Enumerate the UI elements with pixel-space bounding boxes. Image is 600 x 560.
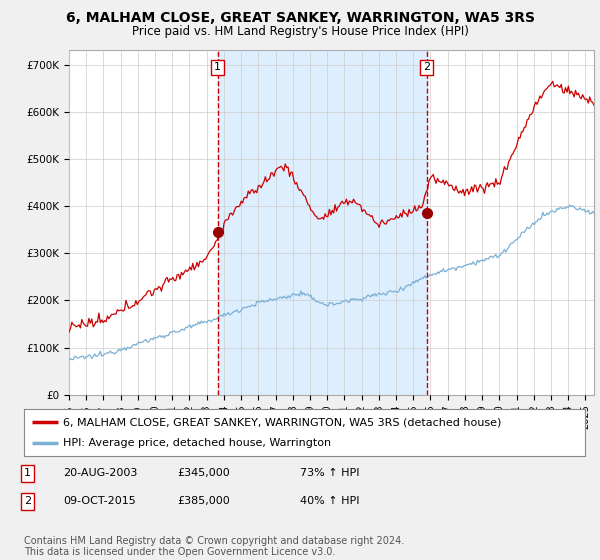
Text: 6, MALHAM CLOSE, GREAT SANKEY, WARRINGTON, WA5 3RS (detached house): 6, MALHAM CLOSE, GREAT SANKEY, WARRINGTO… <box>63 417 502 427</box>
Text: 40% ↑ HPI: 40% ↑ HPI <box>300 496 359 506</box>
Text: 2: 2 <box>24 496 31 506</box>
Text: Contains HM Land Registry data © Crown copyright and database right 2024.
This d: Contains HM Land Registry data © Crown c… <box>24 535 404 557</box>
Text: 6, MALHAM CLOSE, GREAT SANKEY, WARRINGTON, WA5 3RS: 6, MALHAM CLOSE, GREAT SANKEY, WARRINGTO… <box>65 11 535 25</box>
Text: £345,000: £345,000 <box>177 468 230 478</box>
Text: 1: 1 <box>214 63 221 72</box>
Text: HPI: Average price, detached house, Warrington: HPI: Average price, detached house, Warr… <box>63 438 331 448</box>
Text: 2: 2 <box>423 63 430 72</box>
Bar <box>218 50 427 395</box>
Text: 20-AUG-2003: 20-AUG-2003 <box>63 468 137 478</box>
Text: 1: 1 <box>24 468 31 478</box>
Text: 73% ↑ HPI: 73% ↑ HPI <box>300 468 359 478</box>
Text: £385,000: £385,000 <box>177 496 230 506</box>
Text: Price paid vs. HM Land Registry's House Price Index (HPI): Price paid vs. HM Land Registry's House … <box>131 25 469 38</box>
Text: 09-OCT-2015: 09-OCT-2015 <box>63 496 136 506</box>
